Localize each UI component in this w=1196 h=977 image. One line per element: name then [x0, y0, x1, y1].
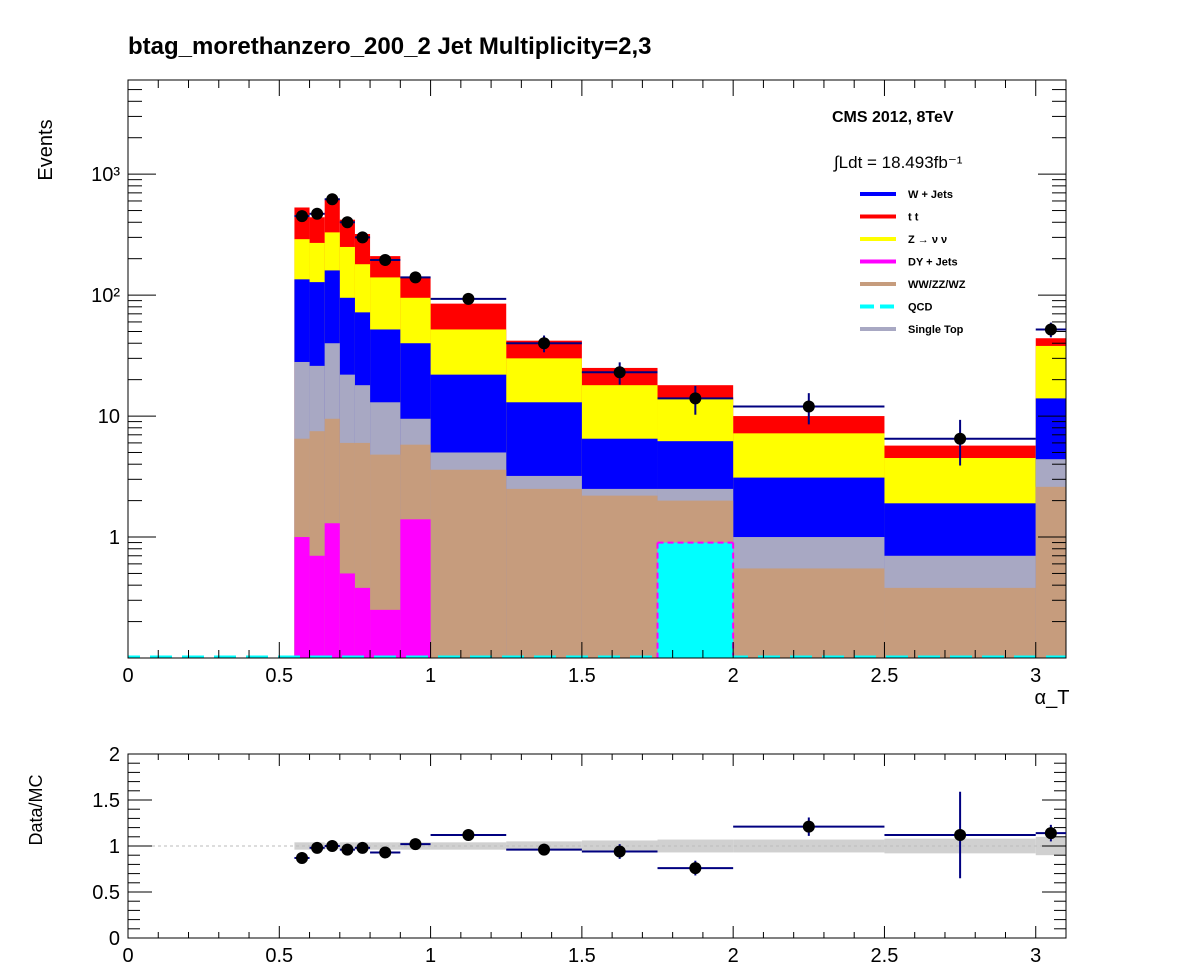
- data-point-3: [341, 216, 354, 229]
- legend: W + Jets t t Z → ν ν DY + Jets WW/ZZ/WZ QCD Si…: [860, 189, 966, 336]
- x-tick-label-0: 0: [122, 665, 133, 687]
- main-frame: [127, 79, 1067, 659]
- experiment-label: CMS 2012, 8TeV: [832, 109, 954, 126]
- y-axis-label: Events: [35, 119, 57, 180]
- ratio-point-11: [802, 820, 815, 833]
- ratio-y-tick-label-0: 0: [109, 928, 120, 950]
- legend-label-5: QCD: [908, 302, 933, 314]
- mc-uncertainty-band-7: [430, 842, 507, 850]
- bar-dy-jets-0: [294, 537, 310, 658]
- data-point-12: [954, 432, 967, 445]
- legend-label-3: DY + Jets: [908, 257, 958, 269]
- ratio-point-6: [409, 838, 422, 851]
- ratio-x-tick-label-3: 3: [1030, 945, 1041, 967]
- data-point-6: [409, 271, 422, 284]
- legend-label-0: W + Jets: [908, 189, 953, 201]
- bar-dy-jets-6: [400, 519, 431, 658]
- ratio-point-2: [326, 840, 339, 852]
- bar-ww-zz-wz-9: [581, 495, 658, 658]
- chart-title: btag_morethanzero_200_2 Jet Multiplicity…: [128, 33, 652, 60]
- luminosity-label: ∫Ldt = 18.493fb⁻¹: [833, 153, 963, 172]
- bar-dy-jets-4: [354, 587, 371, 658]
- mc-uncertainty-band-10: [657, 839, 734, 853]
- x-tick-label-3: 3: [1030, 665, 1041, 687]
- ratio-x-tick-label-2.5: 2.5: [871, 945, 899, 967]
- x-tick-label-2: 2: [728, 665, 739, 687]
- ratio-point-0: [295, 851, 308, 864]
- legend-label-4: WW/ZZ/WZ: [908, 279, 966, 291]
- ratio-x-tick-label-0: 0: [122, 945, 133, 967]
- data-point-0: [295, 210, 308, 223]
- ratio-point-9: [613, 845, 626, 858]
- bar-dy-jets-5: [370, 609, 401, 658]
- y-tick-label-1000: 10³: [91, 164, 120, 186]
- x-tick-label-1: 1: [425, 665, 436, 687]
- ratio-point-8: [538, 843, 551, 856]
- legend-label-1: t t: [908, 212, 919, 224]
- data-point-8: [538, 337, 551, 350]
- y-tick-label-1: 1: [109, 527, 120, 549]
- data-point-5: [379, 254, 392, 267]
- ratio-point-3: [341, 843, 354, 856]
- data-point-2: [326, 193, 339, 206]
- bar-dy-jets-1: [309, 555, 325, 658]
- ratio-point-12: [954, 828, 967, 841]
- data-point-13: [1044, 323, 1057, 336]
- bar-ww-zz-wz-8: [506, 488, 582, 658]
- bar-dy-jets-3: [339, 573, 355, 658]
- x-tick-label-2.5: 2.5: [871, 665, 899, 687]
- ratio-y-tick-label-1.5: 1.5: [92, 790, 120, 812]
- y-tick-label-100: 10²: [91, 285, 120, 307]
- data-point-4: [356, 231, 369, 244]
- x-tick-label-1.5: 1.5: [568, 665, 596, 687]
- legend-label-6: Single Top: [908, 324, 964, 336]
- ratio-panel: 0 0.5 1 1.5 2 2.5 3 0 0.5 1 1.5 2: [92, 744, 1067, 967]
- data-point-7: [462, 292, 475, 305]
- ratio-x-tick-label-1: 1: [425, 945, 436, 967]
- mc-uncertainty-band-0: [294, 842, 310, 850]
- data-point-9: [613, 366, 626, 379]
- data-point-10: [689, 392, 702, 405]
- bar-ww-zz-wz-12: [884, 587, 1036, 658]
- x-axis-label: α_T: [1035, 687, 1070, 709]
- ratio-y-tick-label-2: 2: [109, 744, 120, 766]
- ratio-point-5: [379, 846, 392, 859]
- ratio-y-axis-label: Data/MC: [26, 774, 46, 845]
- y-tick-label-10: 10: [98, 406, 120, 428]
- bar-dy-jets-2: [324, 523, 340, 658]
- ratio-y-tick-label-1: 1: [109, 836, 120, 858]
- ratio-point-13: [1044, 827, 1057, 840]
- mc-uncertainty-band-5: [370, 842, 401, 850]
- bar-ww-zz-wz-7: [430, 469, 507, 658]
- ratio-point-7: [462, 828, 475, 841]
- bar-qcd-10: [657, 542, 734, 658]
- legend-label-2: Z → ν ν: [908, 234, 947, 246]
- bar-ww-zz-wz-13: [1035, 486, 1066, 658]
- data-point-1: [311, 207, 324, 220]
- ratio-point-1: [311, 841, 324, 854]
- bar-ww-zz-wz-11: [733, 568, 885, 658]
- ratio-x-tick-label-0.5: 0.5: [265, 945, 293, 967]
- ratio-y-tick-label-0.5: 0.5: [92, 882, 120, 904]
- ratio-point-4: [356, 841, 369, 854]
- main-histogram-panel: 0 0.5 1 1.5 2 2.5 3α_T 1 10 10² 10³: [91, 79, 1070, 709]
- x-tick-label-0.5: 0.5: [265, 665, 293, 687]
- ratio-x-tick-label-1.5: 1.5: [568, 945, 596, 967]
- ratio-x-tick-label-2: 2: [728, 945, 739, 967]
- data-point-11: [802, 400, 815, 413]
- ratio-point-10: [689, 862, 702, 875]
